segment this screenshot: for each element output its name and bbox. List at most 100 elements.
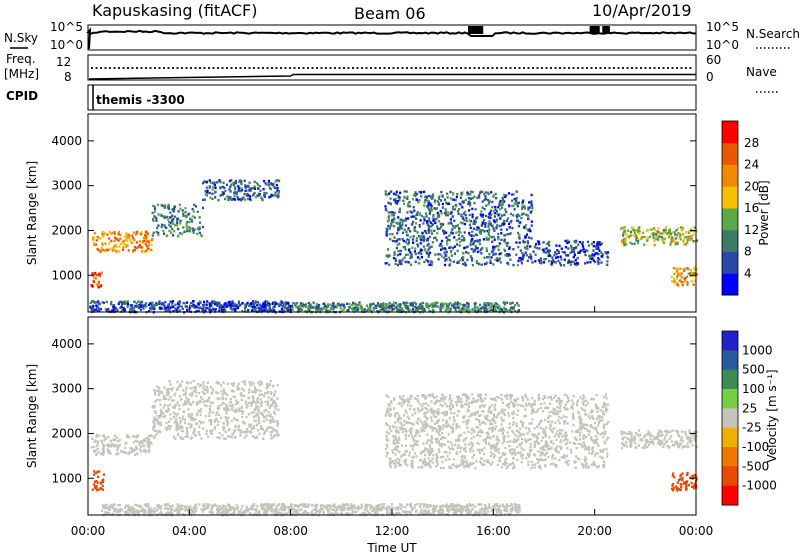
echo-cell bbox=[441, 411, 444, 415]
y-tick-label: 4000 bbox=[51, 134, 82, 148]
echo-cell bbox=[116, 446, 120, 450]
echo-cell bbox=[218, 306, 221, 309]
echo-cell bbox=[145, 237, 148, 240]
echo-cell bbox=[223, 390, 226, 393]
echo-cell bbox=[482, 219, 486, 222]
echo-cell bbox=[470, 240, 473, 243]
echo-cell bbox=[174, 412, 177, 415]
echo-cell bbox=[486, 435, 489, 438]
echo-cell bbox=[524, 426, 528, 429]
echo-cell bbox=[184, 401, 187, 405]
echo-cell bbox=[463, 218, 466, 222]
echo-cell bbox=[597, 416, 600, 419]
echo-cell bbox=[146, 247, 150, 250]
echo-cell bbox=[427, 200, 430, 203]
echo-cell bbox=[642, 231, 645, 234]
echo-cell bbox=[491, 445, 494, 448]
echo-cell bbox=[486, 256, 489, 259]
echo-cell bbox=[387, 220, 390, 223]
echo-cell bbox=[530, 237, 533, 240]
echo-cell bbox=[252, 397, 255, 400]
echo-cell bbox=[426, 237, 429, 240]
echo-cell bbox=[108, 237, 111, 240]
echo-cell bbox=[445, 413, 448, 416]
echo-cell bbox=[101, 301, 104, 304]
echo-cell bbox=[194, 305, 197, 308]
echo-cell bbox=[208, 179, 211, 182]
echo-cell bbox=[577, 410, 580, 414]
echo-cell bbox=[273, 309, 276, 312]
echo-cell bbox=[225, 412, 228, 415]
echo-cell bbox=[425, 215, 428, 218]
echo-cell bbox=[258, 432, 261, 436]
echo-cell bbox=[100, 452, 103, 455]
echo-cell bbox=[423, 190, 426, 193]
echo-cell bbox=[459, 196, 462, 199]
echo-cell bbox=[146, 439, 150, 443]
echo-cell bbox=[516, 263, 519, 267]
echo-cell bbox=[181, 380, 184, 383]
echo-cell bbox=[253, 180, 256, 183]
echo-cell bbox=[192, 300, 195, 303]
echo-cell bbox=[403, 423, 406, 426]
echo-cell bbox=[228, 304, 231, 307]
echo-cell bbox=[463, 246, 466, 250]
echo-cell bbox=[174, 437, 177, 440]
echo-cell bbox=[467, 419, 471, 422]
echo-cell bbox=[135, 445, 138, 448]
echo-cell bbox=[433, 409, 436, 413]
echo-cell bbox=[304, 303, 307, 306]
echo-cell bbox=[156, 398, 159, 401]
echo-cell bbox=[601, 410, 605, 413]
echo-cell bbox=[423, 217, 426, 221]
echo-cell bbox=[260, 427, 263, 431]
echo-cell bbox=[248, 197, 251, 201]
echo-cell bbox=[232, 183, 236, 187]
echo-cell bbox=[539, 260, 542, 264]
echo-cell bbox=[502, 309, 505, 312]
echo-cell bbox=[113, 308, 116, 311]
echo-cell bbox=[162, 302, 165, 305]
echo-cell bbox=[446, 454, 449, 458]
echo-cell bbox=[274, 405, 277, 408]
echo-cell bbox=[495, 416, 498, 419]
echo-cell bbox=[186, 432, 189, 436]
echo-cell bbox=[256, 194, 259, 197]
echo-cell bbox=[453, 226, 456, 230]
echo-cell bbox=[415, 431, 418, 434]
echo-cell bbox=[491, 422, 494, 426]
echo-cell bbox=[677, 284, 680, 287]
noise-left-tick-bottom: 10^0 bbox=[50, 38, 83, 52]
echo-cell bbox=[98, 310, 101, 313]
echo-cell bbox=[179, 384, 183, 387]
echo-cell bbox=[477, 418, 481, 422]
echo-cell bbox=[473, 222, 477, 226]
echo-cell bbox=[507, 222, 511, 225]
echo-cell bbox=[194, 391, 198, 394]
echo-cell bbox=[517, 403, 520, 407]
echo-cell bbox=[91, 306, 94, 310]
echo-cell bbox=[582, 441, 585, 444]
echo-cell bbox=[96, 309, 99, 312]
echo-cell bbox=[423, 460, 426, 463]
echo-cell bbox=[137, 434, 140, 437]
echo-cell bbox=[118, 245, 121, 248]
echo-cell bbox=[234, 435, 237, 439]
echo-cell bbox=[681, 283, 684, 287]
echo-cell bbox=[236, 418, 239, 422]
echo-cell bbox=[471, 230, 474, 233]
echo-cell bbox=[674, 237, 677, 240]
echo-cell bbox=[200, 234, 203, 237]
echo-cell bbox=[129, 240, 132, 244]
echo-cell bbox=[405, 307, 408, 310]
echo-cell bbox=[417, 410, 420, 413]
echo-cell bbox=[686, 241, 689, 244]
echo-cell bbox=[427, 202, 430, 205]
echo-cell bbox=[587, 401, 590, 405]
echo-cell bbox=[148, 445, 151, 448]
echo-cell bbox=[90, 446, 93, 449]
echo-cell bbox=[153, 436, 156, 440]
echo-cell bbox=[145, 302, 148, 305]
echo-cell bbox=[459, 398, 462, 401]
echo-cell bbox=[488, 199, 491, 202]
